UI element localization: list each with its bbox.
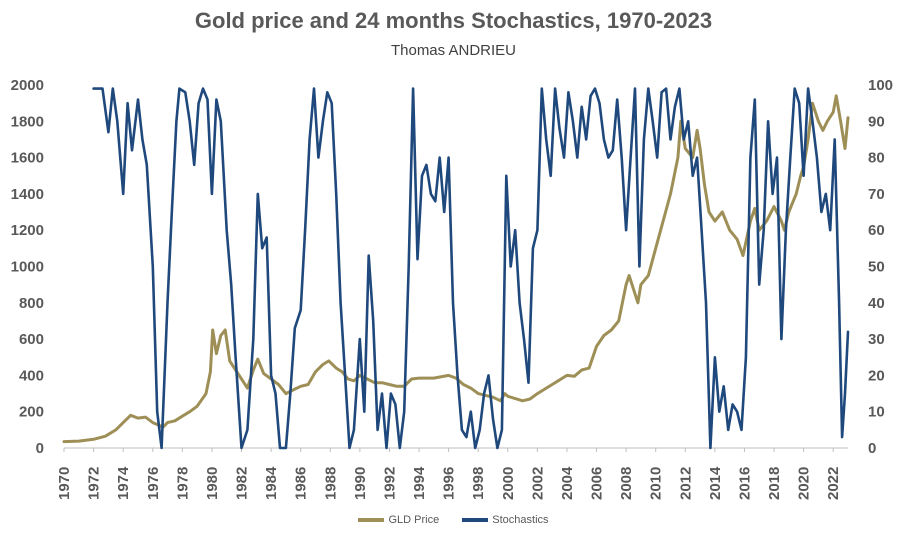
x-tick-label: 2006 bbox=[589, 467, 606, 500]
y-left-tick-label: 200 bbox=[19, 404, 44, 421]
y-right-tick-label: 50 bbox=[868, 259, 885, 276]
x-tick-label: 1976 bbox=[145, 467, 162, 500]
x-tick-label: 2004 bbox=[559, 466, 576, 500]
x-tick-label: 1980 bbox=[204, 467, 221, 500]
x-tick-label: 2010 bbox=[648, 467, 665, 500]
series-line-gld-price bbox=[62, 94, 850, 444]
y-right-tick-label: 10 bbox=[868, 404, 885, 421]
x-tick-label: 2016 bbox=[736, 467, 753, 500]
x-tick-label: 2014 bbox=[707, 466, 724, 500]
x-tick-label: 2022 bbox=[825, 467, 842, 500]
y-left-tick-label: 800 bbox=[19, 295, 44, 312]
x-tick-label: 1990 bbox=[352, 467, 369, 500]
y-left-tick-label: 1200 bbox=[11, 222, 44, 239]
y-right-tick-label: 90 bbox=[868, 113, 885, 130]
y-left-tick-label: 0 bbox=[36, 440, 44, 457]
y-right-tick-label: 30 bbox=[868, 331, 885, 348]
x-tick-label: 1984 bbox=[263, 466, 280, 500]
legend-item-gld: GLD Price bbox=[358, 514, 439, 526]
y-right-tick-label: 60 bbox=[868, 222, 885, 239]
x-tick-label: 2008 bbox=[618, 467, 635, 500]
x-tick-label: 1988 bbox=[322, 467, 339, 500]
x-tick-label: 1992 bbox=[381, 467, 398, 500]
chart-title: Gold price and 24 months Stochastics, 19… bbox=[194, 8, 713, 33]
x-tick-label: 1974 bbox=[115, 466, 132, 500]
x-tick-label: 1982 bbox=[234, 467, 251, 500]
y-left-tick-label: 1000 bbox=[11, 259, 44, 276]
legend-swatch-gld bbox=[358, 518, 385, 522]
x-tick-label: 1998 bbox=[470, 467, 487, 500]
series-line-stochastics bbox=[92, 87, 850, 450]
x-tick-label: 1978 bbox=[174, 467, 191, 500]
y-right-tick-label: 70 bbox=[868, 186, 885, 203]
y-right-tick-label: 0 bbox=[868, 440, 876, 457]
y-right-tick-label: 20 bbox=[868, 367, 885, 384]
y-left-tick-label: 600 bbox=[19, 331, 44, 348]
x-tick-label: 2012 bbox=[677, 467, 694, 500]
legend-label-stochastics: Stochastics bbox=[492, 514, 549, 526]
x-tick-label: 1994 bbox=[411, 466, 428, 500]
x-tick-label: 1996 bbox=[441, 467, 458, 500]
x-tick-label: 2002 bbox=[529, 467, 546, 500]
y-right-tick-label: 40 bbox=[868, 295, 885, 312]
y-right-tick-label: 100 bbox=[868, 77, 893, 94]
x-tick-label: 2020 bbox=[796, 467, 813, 500]
x-tick-label: 2000 bbox=[500, 467, 517, 500]
y-left-tick-label: 2000 bbox=[11, 77, 44, 94]
legend-label-gld: GLD Price bbox=[388, 514, 440, 526]
chart-subtitle: Thomas ANDRIEU bbox=[390, 42, 517, 59]
x-tick-label: 1972 bbox=[86, 467, 103, 500]
y-left-tick-label: 1400 bbox=[11, 186, 44, 203]
x-tick-label: 1986 bbox=[293, 467, 310, 500]
x-tick-label: 1970 bbox=[56, 467, 73, 500]
y-left-tick-label: 400 bbox=[19, 367, 44, 384]
legend-item-stochastics: Stochastics bbox=[462, 514, 549, 526]
y-left-tick-label: 1800 bbox=[11, 113, 44, 130]
chart-legend: GLD Price Stochastics bbox=[0, 513, 907, 526]
legend-swatch-stochastics bbox=[462, 518, 489, 522]
y-right-tick-label: 80 bbox=[868, 150, 885, 167]
y-left-tick-label: 1600 bbox=[11, 150, 44, 167]
x-tick-label: 2018 bbox=[766, 467, 783, 500]
